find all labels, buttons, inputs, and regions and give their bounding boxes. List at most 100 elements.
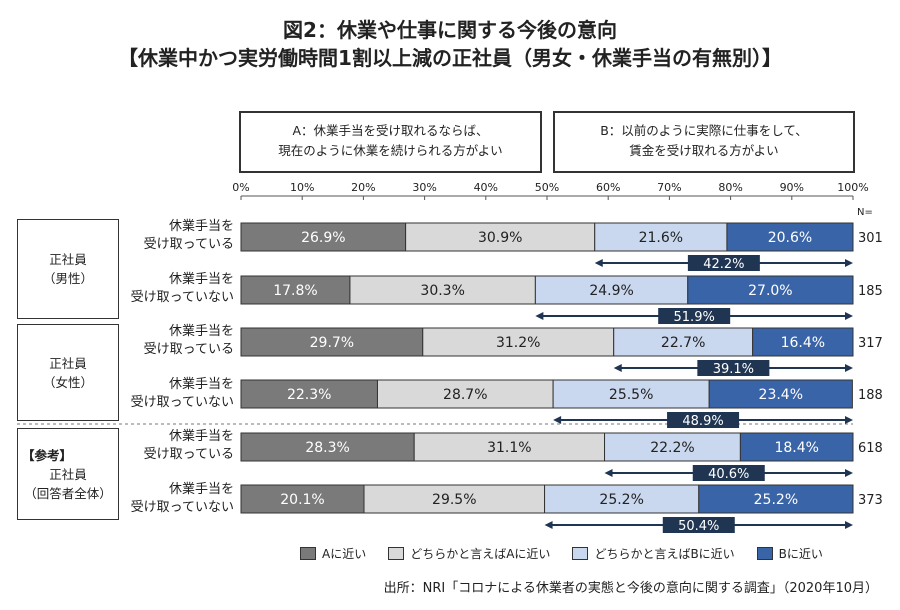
n-value-label: 317	[858, 336, 883, 351]
bar-value-label: 30.3%	[420, 283, 464, 299]
bar-value-label: 31.1%	[487, 440, 531, 456]
definition-b-line-1: B：以前のように実際に仕事をして、	[600, 123, 808, 138]
b-total-arrow-head-right	[845, 469, 853, 477]
row-label-3: 休業手当を 受け取っている	[110, 323, 234, 359]
b-total-label-box	[658, 308, 731, 324]
b-total-arrow-head-right	[845, 312, 853, 320]
source-note: 出所：NRI「コロナによる休業者の実態と今後の意向に関する調査」（2020年10…	[383, 581, 878, 596]
group-male-line-2: （男性）	[42, 271, 93, 286]
bar-segment	[698, 484, 854, 514]
definition-b-line-2: 賃金を受け取れる方がよい	[629, 143, 779, 158]
bar-value-label: 20.1%	[280, 492, 324, 508]
chart-title-line-1: 図2：休業や仕事に関する今後の意向	[283, 18, 617, 42]
b-total-arrow-head-right	[845, 364, 853, 372]
b-total-arrow-head-right	[845, 416, 853, 424]
row-label-1-line-1: 休業手当を	[168, 219, 234, 234]
n-value-label: 185	[858, 284, 883, 299]
bar-value-label: 21.6%	[639, 230, 683, 246]
legend-item-2: どちらかと言えばAに近い	[388, 545, 550, 562]
x-tick-label: 20%	[351, 181, 375, 194]
bar-segment	[240, 222, 407, 252]
row-label-6: 休業手当を 受け取っていない	[110, 481, 234, 517]
bar-value-label: 20.6%	[768, 230, 812, 246]
bar-segment	[708, 379, 853, 409]
row-label-2: 休業手当を 受け取っていない	[110, 271, 234, 307]
bar-value-label: 17.8%	[273, 283, 317, 299]
group-label-male: 正社員 （男性）	[17, 219, 119, 319]
row-label-2-line-1: 休業手当を	[168, 272, 234, 287]
group-male-line-1: 正社員	[49, 252, 87, 267]
legend-label-2: どちらかと言えばAに近い	[410, 547, 551, 561]
n-value-label: 188	[858, 388, 883, 403]
legend-swatch-1	[300, 547, 316, 560]
bar-segment	[687, 275, 854, 305]
bar-value-label: 23.4%	[759, 387, 803, 403]
legend-swatch-2	[388, 547, 405, 560]
group-label-female: 正社員 （女性）	[17, 324, 119, 421]
bar-value-label: 24.9%	[589, 283, 633, 299]
legend-label-4: Bに近い	[778, 547, 823, 561]
bar-segment	[240, 432, 415, 462]
bar-value-label: 27.0%	[748, 283, 792, 299]
x-tick-label: 10%	[290, 181, 314, 194]
b-total-arrow-head-left	[604, 469, 613, 477]
bar-segment	[349, 275, 536, 305]
b-total-label-box	[687, 255, 760, 271]
legend-item-3: どちらかと言えばBに近い	[572, 545, 735, 562]
b-total-label-box	[662, 517, 735, 533]
b-total-arrow-head-left	[544, 521, 553, 529]
bar-segment	[376, 379, 554, 409]
group-label-all: 【参考】 正社員 （回答者全体）	[17, 428, 119, 520]
row-label-1-line-2: 受け取っている	[143, 237, 234, 252]
b-total-label: 40.6%	[708, 467, 749, 482]
x-tick-label: 30%	[412, 181, 436, 194]
bar-value-label: 26.9%	[301, 230, 345, 246]
b-total-arrow-head-left	[613, 364, 622, 372]
bar-value-label: 29.5%	[432, 492, 476, 508]
bar-segment	[422, 327, 615, 357]
b-total-label-box	[697, 360, 770, 376]
group-female-line-2: （女性）	[42, 374, 93, 390]
definition-box-b: B：以前のように実際に仕事をして、 賃金を受け取れる方がよい	[553, 111, 855, 173]
b-total-label: 50.4%	[678, 519, 719, 534]
bar-value-label: 28.3%	[305, 440, 349, 456]
b-total-label: 51.9%	[674, 310, 715, 325]
group-all-line-1: 【参考】	[22, 447, 73, 463]
b-total-arrow-head-right	[845, 259, 853, 267]
x-tick-label: 70%	[657, 181, 681, 194]
row-label-4-line-2: 受け取っていない	[130, 395, 234, 410]
bar-segment	[726, 222, 854, 252]
definition-box-a: A：休業手当を受け取れるならば、 現在のように休業を続けられる方がよい	[239, 111, 542, 173]
group-all-line-2: 正社員	[49, 466, 87, 482]
bar-value-label: 25.2%	[599, 492, 643, 508]
row-label-4: 休業手当を 受け取っていない	[110, 376, 234, 412]
legend: Aに近い どちらかと言えばAに近い どちらかと言えばBに近い Bに近い	[300, 545, 845, 562]
row-label-3-line-1: 休業手当を	[168, 324, 234, 339]
row-label-6-line-1: 休業手当を	[168, 482, 234, 497]
bar-value-label: 18.4%	[774, 440, 818, 456]
row-label-5-line-2: 受け取っている	[143, 447, 234, 462]
row-label-5-line-1: 休業手当を	[168, 429, 234, 444]
x-tick-label: 60%	[596, 181, 620, 194]
definition-a-line-1: A：休業手当を受け取れるならば、	[292, 123, 489, 138]
b-total-label-box	[692, 465, 765, 481]
bar-segment	[240, 275, 351, 305]
b-total-label-box	[667, 412, 740, 428]
n-value-label: 618	[858, 441, 883, 456]
bar-segment	[552, 379, 710, 409]
definition-a-line-2: 現在のように休業を続けられる方がよい	[278, 143, 503, 158]
bar-value-label: 28.7%	[443, 387, 487, 403]
bar-value-label: 22.7%	[661, 335, 705, 351]
legend-item-1: Aに近い	[300, 545, 366, 562]
bar-value-label: 30.9%	[478, 230, 522, 246]
b-total-label: 48.9%	[682, 414, 723, 429]
bar-segment	[413, 432, 606, 462]
row-label-5: 休業手当を 受け取っている	[110, 428, 234, 464]
group-female-line-1: 正社員	[49, 355, 87, 371]
bar-value-label: 31.2%	[496, 335, 540, 351]
x-tick-label: 50%	[535, 181, 559, 194]
bar-value-label: 25.2%	[754, 492, 798, 508]
group-all-line-3: （回答者全体）	[24, 485, 112, 501]
legend-item-4: Bに近い	[756, 545, 823, 562]
